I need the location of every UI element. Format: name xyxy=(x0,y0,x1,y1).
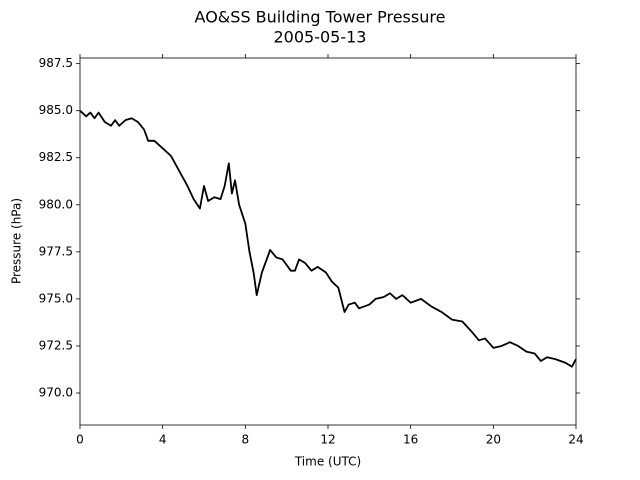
y-tick-label: 972.5 xyxy=(39,338,73,352)
y-tick-label: 970.0 xyxy=(39,386,73,400)
x-tick-label: 20 xyxy=(486,433,501,447)
y-tick-label: 982.5 xyxy=(39,150,73,164)
chart-subtitle: 2005-05-13 xyxy=(274,28,367,47)
y-tick-label: 980.0 xyxy=(39,197,73,211)
x-axis-label: Time (UTC) xyxy=(294,455,361,469)
y-axis-label: Pressure (hPa) xyxy=(10,198,24,284)
x-tick-label: 0 xyxy=(76,433,84,447)
plot-frame xyxy=(79,57,577,426)
chart-title: AO&SS Building Tower Pressure xyxy=(195,8,446,27)
x-tick-label: 16 xyxy=(403,433,418,447)
x-tick-label: 12 xyxy=(320,433,335,447)
y-tick-label: 987.5 xyxy=(39,56,73,70)
y-tick-label: 977.5 xyxy=(39,244,73,258)
x-tick-label: 8 xyxy=(242,433,250,447)
y-tick-label: 975.0 xyxy=(39,291,73,305)
x-tick-label: 4 xyxy=(159,433,167,447)
y-tick-label: 985.0 xyxy=(39,103,73,117)
data-line xyxy=(79,110,577,368)
x-tick-label: 24 xyxy=(568,433,583,447)
